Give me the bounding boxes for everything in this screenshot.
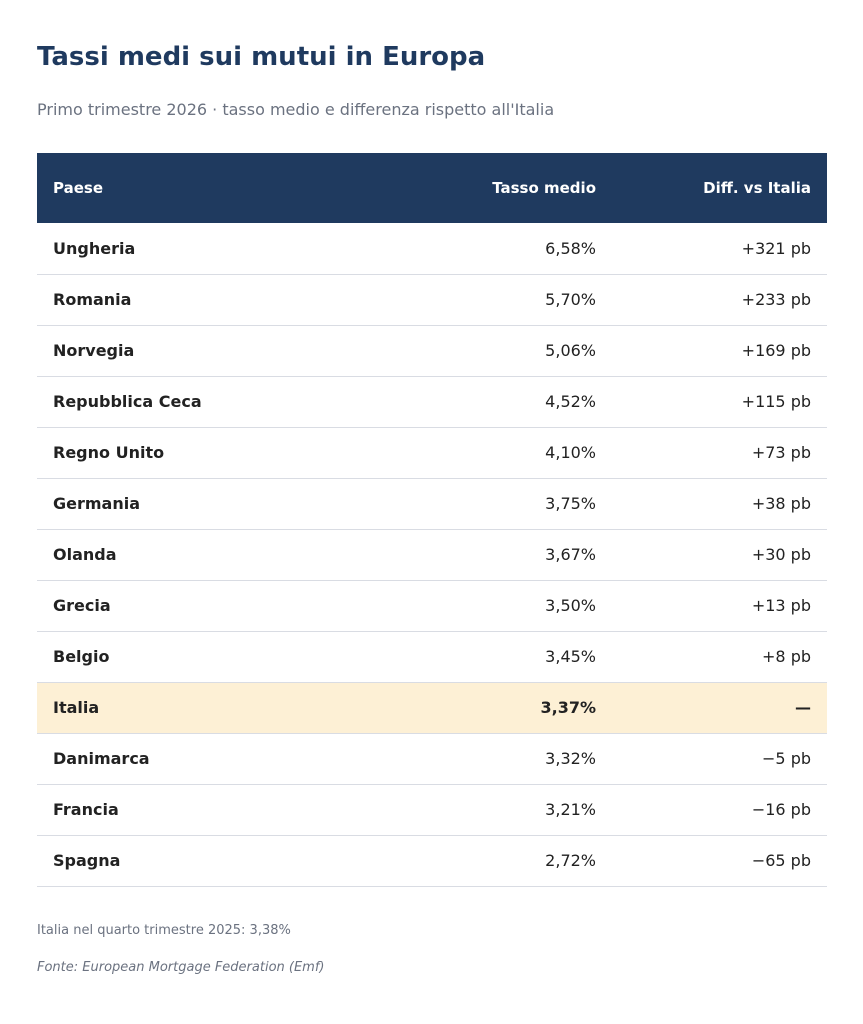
table-row: Germania 3,75% +38 pb [37, 478, 827, 529]
rate-cell: 4,10% [545, 443, 596, 462]
chart-subtitle: Primo trimestre 2026 · tasso medio e dif… [37, 100, 555, 119]
diff-cell: — [795, 698, 811, 717]
table-row: Norvegia 5,06% +169 pb [37, 325, 827, 376]
footnote: Italia nel quarto trimestre 2025: 3,38% [37, 923, 291, 938]
country-cell: Olanda [53, 545, 117, 564]
table-header: Paese Tasso medio Diff. vs Italia [37, 153, 827, 223]
table-row: Grecia 3,50% +13 pb [37, 580, 827, 631]
country-cell: Francia [53, 800, 119, 819]
table-row: Regno Unito 4,10% +73 pb [37, 427, 827, 478]
rate-cell: 3,50% [545, 596, 596, 615]
country-cell: Grecia [53, 596, 111, 615]
rate-cell: 3,67% [545, 545, 596, 564]
rate-cell: 5,06% [545, 341, 596, 360]
rate-cell: 3,75% [545, 494, 596, 513]
diff-cell: +38 pb [751, 494, 811, 513]
table-row: Romania 5,70% +233 pb [37, 274, 827, 325]
column-header-rate: Tasso medio [492, 179, 596, 197]
chart-title: Tassi medi sui mutui in Europa [37, 42, 486, 72]
mortgage-rates-table: Paese Tasso medio Diff. vs Italia Ungher… [37, 153, 827, 887]
table-row: Italia 3,37% — [37, 682, 827, 733]
country-cell: Romania [53, 290, 132, 309]
diff-cell: +169 pb [741, 341, 811, 360]
table-row: Olanda 3,67% +30 pb [37, 529, 827, 580]
diff-cell: +115 pb [741, 392, 811, 411]
country-cell: Italia [53, 698, 100, 717]
diff-cell: +30 pb [751, 545, 811, 564]
diff-cell: −16 pb [751, 800, 811, 819]
rate-cell: 5,70% [545, 290, 596, 309]
rate-cell: 3,37% [540, 698, 596, 717]
table-row: Repubblica Ceca 4,52% +115 pb [37, 376, 827, 427]
diff-cell: −5 pb [762, 749, 811, 768]
table-row: Ungheria 6,58% +321 pb [37, 223, 827, 274]
country-cell: Germania [53, 494, 141, 513]
country-cell: Regno Unito [53, 443, 165, 462]
country-cell: Danimarca [53, 749, 150, 768]
column-header-country: Paese [53, 179, 103, 197]
column-header-diff: Diff. vs Italia [703, 179, 811, 197]
diff-cell: +13 pb [751, 596, 811, 615]
diff-cell: +233 pb [741, 290, 811, 309]
table-body: Ungheria 6,58% +321 pb Romania 5,70% +233 pb N… [37, 223, 827, 886]
table-row: Danimarca 3,32% −5 pb [37, 733, 827, 784]
country-cell: Belgio [53, 647, 110, 666]
table-row: Spagna 2,72% −65 pb [37, 835, 827, 886]
rate-cell: 6,58% [545, 238, 596, 258]
diff-cell: +73 pb [751, 443, 811, 462]
rate-cell: 3,21% [545, 800, 596, 819]
rate-cell: 3,32% [545, 749, 596, 768]
country-cell: Spagna [53, 851, 121, 870]
country-cell: Norvegia [53, 341, 135, 360]
rate-cell: 3,45% [545, 647, 596, 666]
diff-cell: +8 pb [762, 647, 811, 666]
country-cell: Ungheria [53, 238, 136, 258]
country-cell: Repubblica Ceca [53, 392, 202, 411]
table-row: Francia 3,21% −16 pb [37, 784, 827, 835]
diff-cell: +321 pb [741, 238, 811, 258]
rate-cell: 2,72% [545, 851, 596, 870]
diff-cell: −65 pb [751, 851, 811, 870]
rate-cell: 4,52% [545, 392, 596, 411]
source-note: Fonte: European Mortgage Federation (Emf… [37, 960, 325, 975]
table-header-row: Paese Tasso medio Diff. vs Italia [37, 153, 827, 223]
table-row: Belgio 3,45% +8 pb [37, 631, 827, 682]
